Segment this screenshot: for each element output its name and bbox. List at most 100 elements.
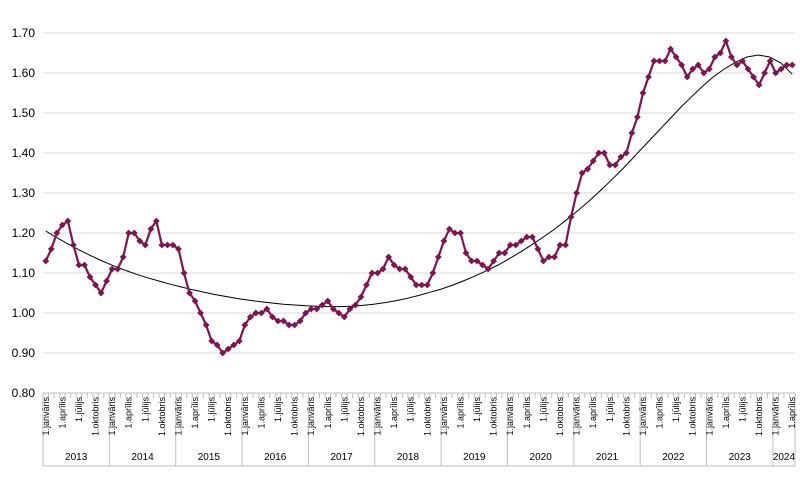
data-point bbox=[490, 257, 498, 265]
data-point bbox=[600, 149, 608, 157]
month-tick-label: 1.aprīlis bbox=[57, 397, 67, 429]
data-point bbox=[64, 217, 72, 225]
data-point bbox=[634, 113, 641, 121]
y-tick-label: 1.20 bbox=[12, 226, 36, 240]
data-point bbox=[53, 229, 61, 237]
month-tick-label: 1.jūlijs bbox=[737, 397, 747, 423]
month-tick-label: 1.oktobris bbox=[91, 397, 101, 437]
month-tick-label: 1.jūlijs bbox=[273, 397, 283, 423]
data-point bbox=[114, 265, 122, 273]
data-point bbox=[379, 265, 387, 273]
month-tick-label: 1.oktobris bbox=[157, 397, 167, 437]
data-point bbox=[479, 261, 486, 269]
year-label: 2019 bbox=[463, 452, 486, 463]
y-tick-label: 1.70 bbox=[12, 26, 36, 40]
data-point bbox=[755, 81, 763, 89]
month-tick-label: 1.jūlijs bbox=[472, 397, 482, 423]
month-tick-label: 1.aprīlis bbox=[389, 397, 399, 429]
data-point bbox=[606, 161, 614, 169]
data-point bbox=[573, 189, 580, 197]
year-label: 2017 bbox=[330, 452, 353, 463]
month-tick-label: 1.janvāris bbox=[41, 397, 51, 436]
data-point bbox=[567, 213, 575, 221]
data-point bbox=[280, 317, 287, 325]
data-point bbox=[595, 149, 603, 157]
year-label: 2014 bbox=[131, 452, 154, 463]
data-point bbox=[390, 261, 398, 269]
month-tick-label: 1.jūlijs bbox=[538, 397, 548, 423]
month-tick-label: 1.jūlijs bbox=[207, 397, 217, 423]
data-point bbox=[678, 61, 686, 69]
y-tick-label: 1.50 bbox=[12, 106, 36, 120]
data-point bbox=[340, 313, 348, 321]
data-point bbox=[141, 241, 149, 249]
data-point bbox=[235, 337, 243, 345]
data-point bbox=[739, 57, 746, 65]
data-point bbox=[197, 309, 204, 317]
data-point bbox=[468, 257, 475, 265]
data-point bbox=[777, 65, 785, 73]
data-point bbox=[683, 73, 691, 81]
year-label: 2015 bbox=[198, 452, 221, 463]
data-point bbox=[473, 257, 481, 265]
data-point bbox=[512, 241, 520, 249]
data-point bbox=[451, 229, 459, 237]
data-point bbox=[589, 157, 597, 165]
data-point bbox=[501, 249, 509, 257]
data-point bbox=[213, 341, 221, 349]
data-point bbox=[92, 281, 99, 289]
data-point bbox=[611, 161, 619, 169]
data-point bbox=[462, 249, 470, 257]
y-tick-label: 0.80 bbox=[12, 386, 36, 400]
data-point bbox=[147, 225, 155, 233]
month-tick-label: 1.janvāris bbox=[373, 397, 383, 436]
data-point bbox=[119, 253, 127, 261]
data-point bbox=[152, 217, 160, 225]
data-point bbox=[722, 37, 730, 45]
data-point bbox=[335, 309, 343, 317]
data-point bbox=[495, 249, 503, 257]
y-tick-label: 1.30 bbox=[12, 186, 36, 200]
data-point bbox=[788, 61, 796, 69]
year-label: 2021 bbox=[596, 452, 619, 463]
month-tick-label: 1.jūlijs bbox=[605, 397, 615, 423]
data-point bbox=[81, 261, 88, 269]
data-point bbox=[523, 233, 531, 241]
data-point bbox=[534, 245, 542, 253]
data-point bbox=[291, 321, 298, 329]
data-point bbox=[285, 321, 293, 329]
data-point bbox=[423, 281, 431, 289]
month-tick-label: 1.aprīlis bbox=[588, 397, 598, 429]
data-point bbox=[97, 289, 105, 297]
data-point bbox=[246, 313, 254, 321]
year-label: 2023 bbox=[729, 452, 752, 463]
data-point bbox=[750, 73, 757, 81]
y-tick-label: 1.60 bbox=[12, 66, 36, 80]
data-point bbox=[434, 253, 442, 261]
series-line bbox=[44, 39, 793, 355]
data-point bbox=[711, 53, 719, 61]
data-point bbox=[296, 317, 304, 325]
data-point bbox=[346, 305, 354, 313]
data-point bbox=[700, 69, 708, 77]
month-tick-label: 1.janvāris bbox=[306, 397, 316, 436]
month-tick-label: 1.jūlijs bbox=[339, 397, 349, 423]
month-tick-label: 1.oktobris bbox=[688, 397, 698, 437]
data-point bbox=[241, 321, 249, 329]
data-point bbox=[667, 45, 674, 53]
data-point bbox=[318, 301, 326, 309]
data-point bbox=[202, 321, 210, 329]
data-point bbox=[191, 297, 199, 305]
data-point bbox=[103, 277, 110, 285]
data-point bbox=[175, 245, 182, 253]
data-point bbox=[324, 297, 332, 305]
data-point bbox=[269, 313, 276, 321]
data-point bbox=[705, 65, 713, 73]
month-tick-label: 1.oktobris bbox=[290, 397, 300, 437]
data-point bbox=[58, 221, 66, 229]
data-point bbox=[545, 253, 553, 261]
data-point bbox=[645, 73, 652, 81]
data-point bbox=[258, 309, 265, 317]
data-point bbox=[125, 229, 133, 237]
